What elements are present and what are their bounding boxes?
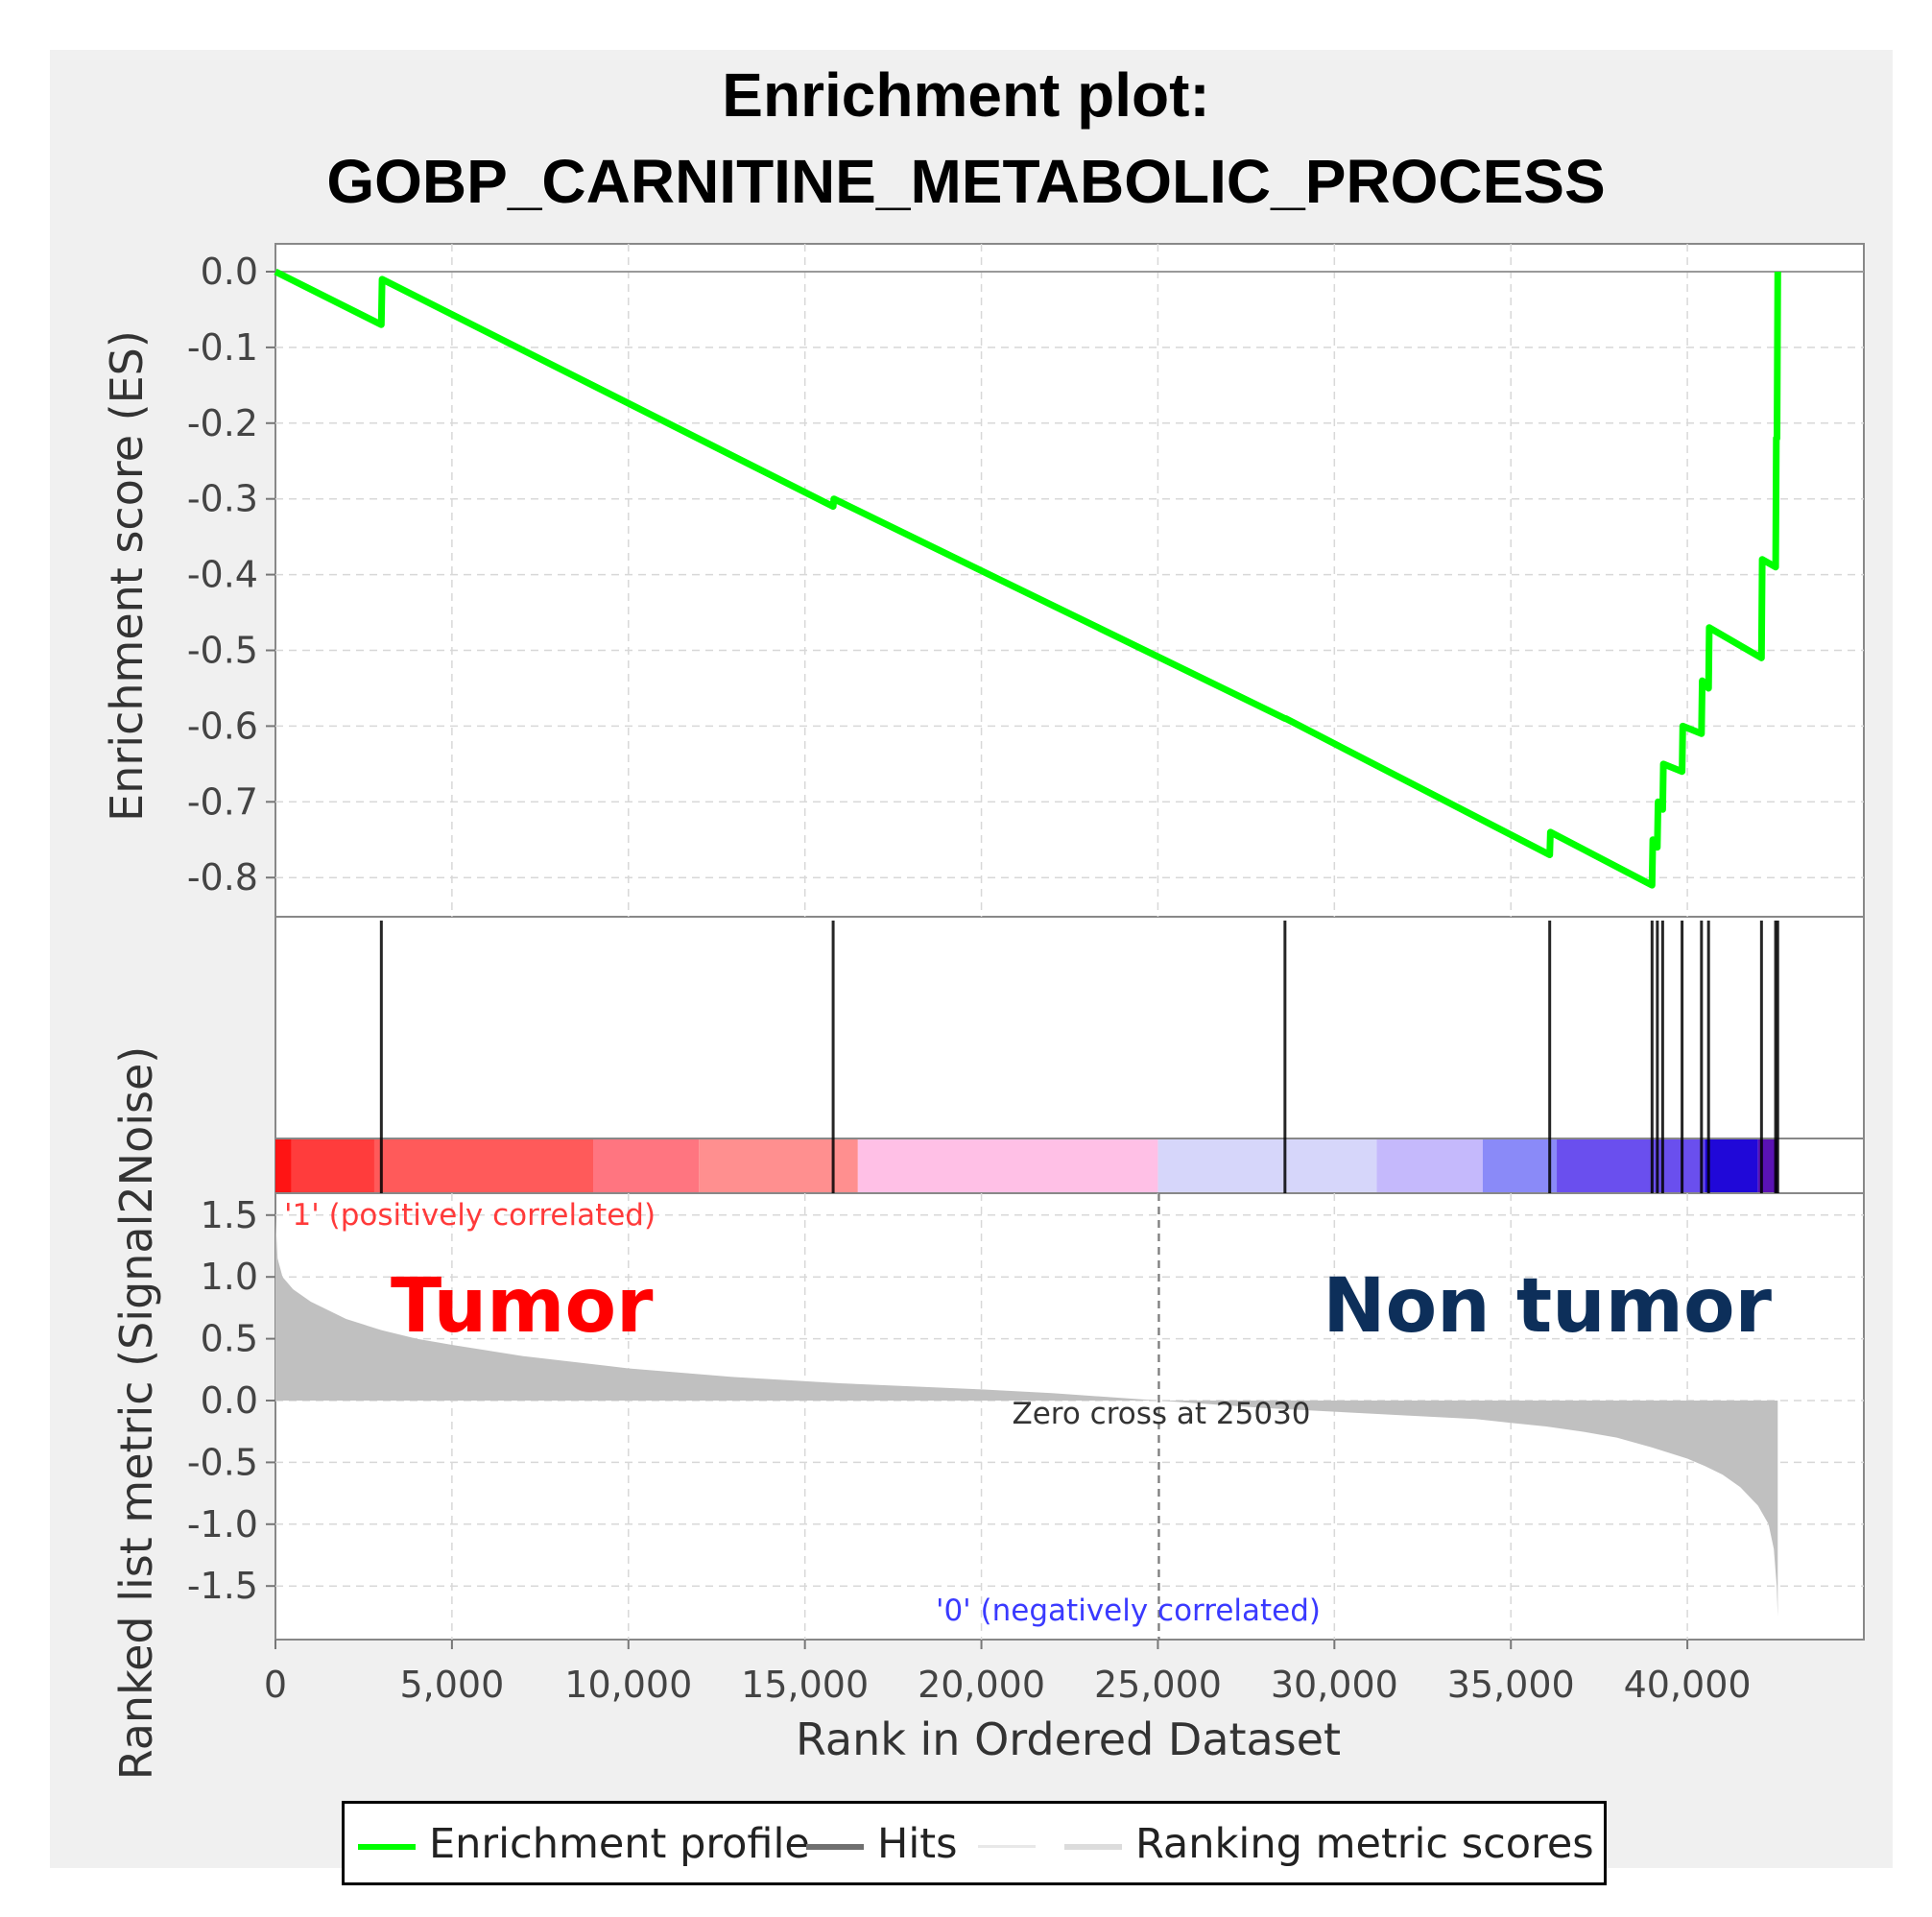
legend-item-ranking-metric: Ranking metric scores (1064, 1817, 1594, 1871)
y-tick-label: -0.2 (187, 402, 258, 444)
x-tick-label: 25,000 (1094, 1664, 1222, 1706)
hit-lines (379, 921, 1779, 1193)
y-tick-label: -0.1 (187, 326, 258, 369)
enrichment-profile-line (274, 268, 1781, 889)
y-tick-label: -0.6 (187, 705, 258, 747)
y-tick-label: 1.0 (201, 1256, 258, 1298)
x-tick-label: 35,000 (1447, 1664, 1575, 1706)
heat-bar-segment (1157, 1139, 1377, 1192)
grid-lines (275, 244, 1864, 1640)
annotations: '1' (positively correlated) '0' (negative… (284, 1198, 1773, 1628)
y-tick-label: 0.0 (201, 1379, 258, 1422)
heat-bar-segment (857, 1139, 1158, 1192)
heat-bar-segment (593, 1139, 700, 1192)
tumor-label: Tumor (391, 1263, 654, 1350)
x-axis-label: Rank in Ordered Dataset (796, 1713, 1341, 1765)
y-tick-label: 1.5 (201, 1194, 258, 1236)
y-tick-label: -0.3 (187, 478, 258, 520)
x-tick-label: 20,000 (918, 1664, 1045, 1706)
legend-item-hits: Hits (806, 1817, 958, 1871)
legend-item-blank (978, 1817, 1049, 1871)
axis-ticks: 0.0 -0.1 -0.2 -0.3 -0.4 -0.5 -0.6 -0.7 -0.8 1.5 1.… (187, 251, 1752, 1706)
top-y-axis-label: Enrichment score (ES) (101, 330, 153, 822)
legend-swatch-enrichment (358, 1843, 416, 1850)
x-tick-label: 15,000 (741, 1664, 869, 1706)
y-tick-label: -0.4 (187, 554, 258, 596)
y-tick-label: -0.7 (187, 780, 258, 823)
zero-cross-label: Zero cross at 25030 (1012, 1397, 1310, 1431)
negative-label: '0' (negatively correlated) (936, 1594, 1321, 1628)
x-tick-label: 40,000 (1624, 1664, 1752, 1706)
heat-bar-segment (1705, 1139, 1758, 1192)
x-tick-label: 5,000 (399, 1664, 504, 1706)
ranking-metric-area (275, 1193, 1778, 1640)
enrichment-profile (274, 268, 1781, 889)
ranking-metric-series (275, 1214, 1778, 1617)
positive-label: '1' (positively correlated) (284, 1198, 656, 1233)
x-tick-label: 10,000 (564, 1664, 692, 1706)
legend-swatch-blank (978, 1845, 1036, 1848)
legend-label: Hits (877, 1820, 958, 1868)
heat-bar-segment (1376, 1139, 1483, 1192)
heat-bar-segment (1482, 1139, 1558, 1192)
legend-swatch-hits (806, 1843, 864, 1850)
chart-title: Enrichment plot: (722, 60, 1210, 130)
non-tumor-label: Non tumor (1323, 1263, 1772, 1350)
heat-bar-segment (373, 1139, 593, 1192)
legend-swatch-ranking (1064, 1843, 1122, 1850)
heat-bar-segment (699, 1139, 858, 1192)
y-tick-label: -0.5 (187, 1441, 258, 1483)
legend-item-enrichment-profile: Enrichment profile (358, 1817, 810, 1871)
y-tick-label: 0.0 (201, 251, 258, 293)
heat-bar-segment (1557, 1139, 1705, 1192)
legend: Enrichment profile Hits Ranking metric s… (342, 1801, 1607, 1885)
legend-label: Enrichment profile (429, 1820, 810, 1868)
heat-bar-segment (291, 1139, 374, 1192)
x-tick-label: 0 (264, 1664, 287, 1706)
y-tick-label: -1.0 (187, 1503, 258, 1546)
bottom-y-axis-label: Ranked list metric (Signal2Noise) (110, 1046, 162, 1780)
heat-bar (275, 1139, 1778, 1192)
chart-subtitle: GOBP_CARNITINE_METABOLIC_PROCESS (326, 147, 1606, 216)
legend-label: Ranking metric scores (1135, 1820, 1594, 1868)
x-tick-label: 30,000 (1271, 1664, 1398, 1706)
y-tick-label: -0.8 (187, 856, 258, 899)
y-tick-label: -1.5 (187, 1565, 258, 1607)
y-tick-label: -0.5 (187, 630, 258, 672)
y-tick-label: 0.5 (201, 1318, 258, 1360)
heat-bar-segment (275, 1139, 292, 1192)
